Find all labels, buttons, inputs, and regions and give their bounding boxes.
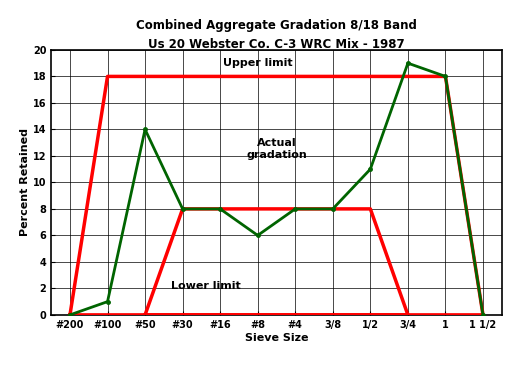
- Text: Combined Aggregate Gradation 8/18 Band: Combined Aggregate Gradation 8/18 Band: [136, 19, 417, 32]
- Text: Us 20 Webster Co. C-3 WRC Mix - 1987: Us 20 Webster Co. C-3 WRC Mix - 1987: [148, 38, 405, 51]
- Text: Lower limit: Lower limit: [172, 281, 241, 291]
- X-axis label: Sieve Size: Sieve Size: [245, 333, 308, 343]
- Text: Actual
gradation: Actual gradation: [246, 139, 307, 160]
- Y-axis label: Percent Retained: Percent Retained: [20, 128, 30, 237]
- Text: Upper limit: Upper limit: [223, 58, 292, 68]
